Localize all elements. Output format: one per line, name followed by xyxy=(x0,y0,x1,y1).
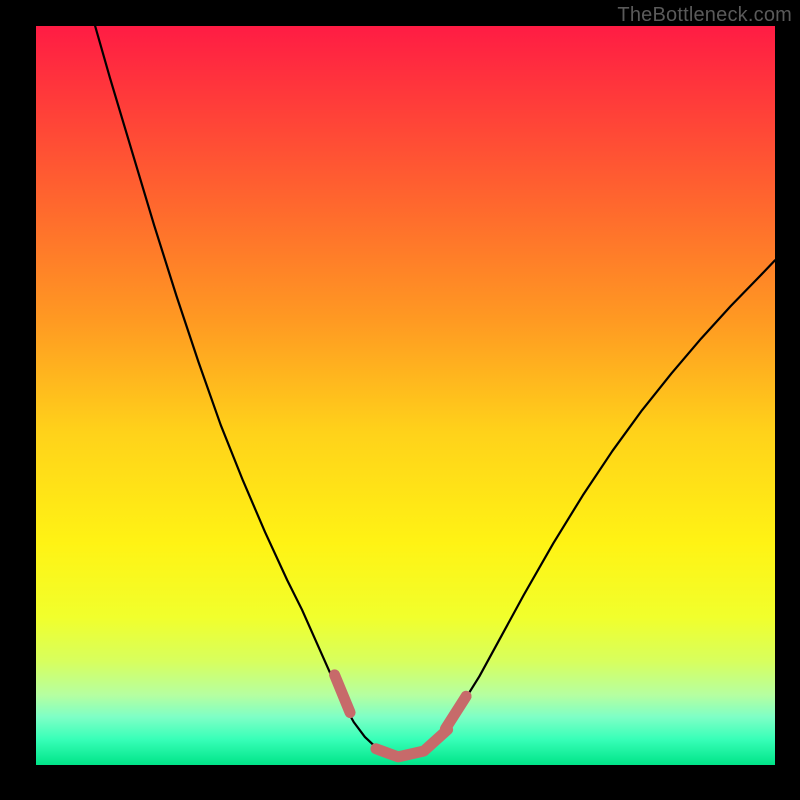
curves-layer xyxy=(36,26,775,765)
plot-area xyxy=(36,26,775,786)
bottleneck-curve xyxy=(95,26,775,757)
watermark-text: TheBottleneck.com xyxy=(617,4,792,27)
chart-canvas: TheBottleneck.com xyxy=(0,0,800,800)
highlight-overlay xyxy=(335,675,467,757)
